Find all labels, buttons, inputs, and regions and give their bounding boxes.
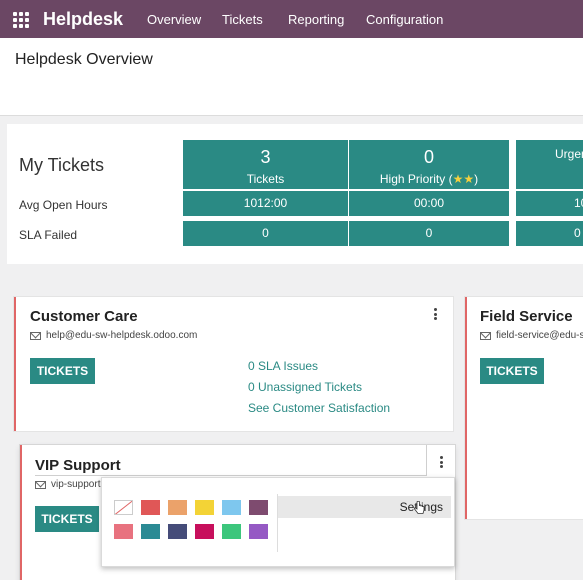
color-swatch[interactable] bbox=[195, 500, 214, 515]
nav-tickets[interactable]: Tickets bbox=[222, 12, 263, 27]
sla-failed-label: SLA Failed bbox=[19, 228, 78, 242]
page-title: Helpdesk Overview bbox=[15, 51, 153, 68]
customer-satisfaction-link[interactable]: See Customer Satisfaction bbox=[248, 401, 391, 415]
my-tickets-title: My Tickets bbox=[19, 155, 105, 175]
nav-reporting[interactable]: Reporting bbox=[288, 12, 345, 27]
divider bbox=[426, 445, 427, 476]
control-panel: Helpdesk Overview bbox=[0, 38, 583, 116]
settings-menu-item[interactable]: Settings bbox=[278, 496, 451, 518]
sla-issues-link[interactable]: 0 SLA Issues bbox=[248, 359, 319, 373]
team-email: field-service@edu-sw- bbox=[480, 330, 583, 341]
envelope-icon bbox=[35, 480, 46, 489]
envelope-icon bbox=[480, 331, 491, 340]
tickets-button[interactable]: TICKETS bbox=[480, 358, 544, 384]
tile-high-priority[interactable]: 0 High Priority (★★) bbox=[349, 140, 509, 189]
tile-avg-open-hours[interactable]: 1012:00 bbox=[183, 191, 348, 216]
color-swatch[interactable] bbox=[168, 500, 187, 515]
color-swatch[interactable] bbox=[141, 500, 160, 515]
tile-count: 3 bbox=[260, 147, 271, 167]
tile-sla-failed[interactable]: 0 bbox=[516, 221, 583, 246]
team-card-field-service[interactable]: Field Service field-service@edu-sw- TICK… bbox=[465, 297, 583, 519]
envelope-icon bbox=[30, 331, 41, 340]
color-swatch[interactable] bbox=[249, 524, 268, 539]
tile-sla-failed[interactable]: 0 bbox=[183, 221, 348, 246]
team-name[interactable]: Customer Care bbox=[30, 308, 138, 325]
tile-count: 0 bbox=[423, 147, 434, 167]
nav-configuration[interactable]: Configuration bbox=[366, 12, 444, 27]
tile-caption: High Priority (★★) bbox=[379, 172, 479, 186]
card-options-dropdown: Settings bbox=[101, 477, 455, 567]
tile-my-tickets[interactable]: 3 Tickets bbox=[183, 140, 348, 189]
divider bbox=[277, 494, 278, 552]
color-swatch[interactable] bbox=[249, 500, 268, 515]
tile-caption: Urgen bbox=[555, 147, 583, 161]
hand-cursor-icon bbox=[414, 501, 425, 514]
star-icon: ★★ bbox=[452, 172, 475, 186]
color-swatch[interactable] bbox=[168, 524, 187, 539]
nav-overview[interactable]: Overview bbox=[147, 12, 202, 27]
tile-avg-open-hours[interactable]: 10 bbox=[516, 191, 583, 216]
divider bbox=[35, 475, 426, 476]
apps-grid-icon[interactable] bbox=[13, 12, 29, 28]
color-swatch[interactable] bbox=[195, 524, 214, 539]
color-swatch[interactable] bbox=[141, 524, 160, 539]
kebab-menu-icon[interactable] bbox=[433, 308, 437, 320]
team-email: help@edu-sw-helpdesk.odoo.com bbox=[30, 330, 197, 341]
color-swatch[interactable] bbox=[222, 500, 241, 515]
tile-caption: Tickets bbox=[246, 172, 285, 186]
my-tickets-panel: My Tickets Avg Open Hours SLA Failed 3 T… bbox=[7, 124, 583, 264]
app-brand[interactable]: Helpdesk bbox=[43, 8, 124, 29]
tile-urgent[interactable]: Urgen bbox=[516, 140, 583, 189]
team-card-customer-care[interactable]: Customer Care help@edu-sw-helpdesk.odoo.… bbox=[14, 297, 453, 431]
tile-sla-failed[interactable]: 0 bbox=[349, 221, 509, 246]
avg-open-hours-label: Avg Open Hours bbox=[19, 198, 108, 212]
top-navbar: Helpdesk Overview Tickets Reporting Conf… bbox=[0, 0, 583, 38]
tickets-button[interactable]: TICKETS bbox=[35, 506, 99, 532]
team-name[interactable]: Field Service bbox=[480, 308, 573, 325]
kebab-menu-icon[interactable] bbox=[439, 456, 443, 468]
color-swatch[interactable] bbox=[114, 524, 133, 539]
unassigned-tickets-link[interactable]: 0 Unassigned Tickets bbox=[248, 380, 363, 394]
color-swatch[interactable] bbox=[222, 524, 241, 539]
tickets-button[interactable]: TICKETS bbox=[30, 358, 95, 384]
team-name[interactable]: VIP Support bbox=[35, 457, 121, 474]
tile-avg-open-hours[interactable]: 00:00 bbox=[349, 191, 509, 216]
no-color-swatch[interactable] bbox=[114, 500, 133, 515]
team-email: vip-support@ bbox=[35, 479, 111, 490]
